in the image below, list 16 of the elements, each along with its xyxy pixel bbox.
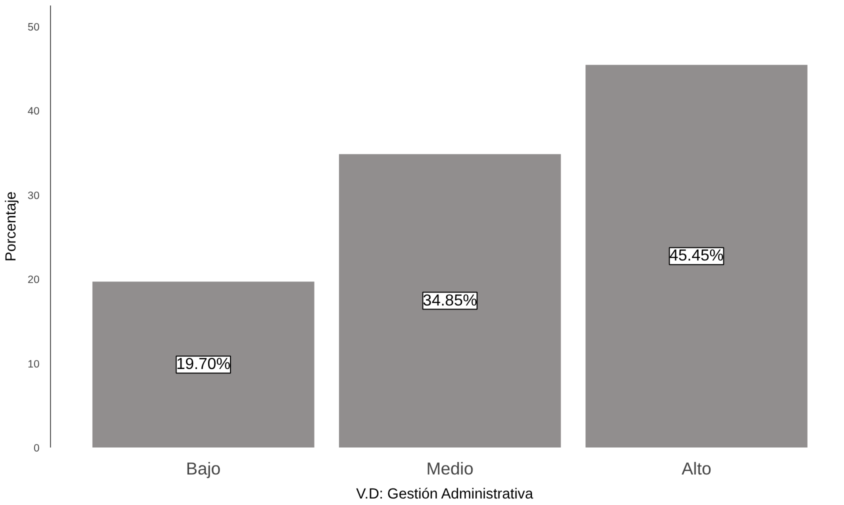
- y-tick-label: 10: [28, 358, 40, 370]
- x-tick-label: Alto: [682, 458, 712, 478]
- data-label: 19.70%: [176, 356, 230, 374]
- data-label: 34.85%: [422, 292, 478, 310]
- y-axis-title: Porcentaje: [4, 191, 20, 262]
- y-tick-label: 30: [28, 190, 40, 202]
- x-tick-label: Bajo: [186, 458, 221, 478]
- y-tick-label: 40: [28, 106, 40, 118]
- y-tick-label: 20: [28, 274, 40, 286]
- x-axis-title: V.D: Gestión Administrativa: [356, 486, 534, 502]
- y-tick-label: 0: [34, 442, 40, 454]
- bar: [586, 64, 808, 448]
- bar: [338, 154, 561, 448]
- bar: [92, 282, 314, 448]
- y-tick-label: 50: [28, 22, 40, 34]
- x-tick-label: Medio: [426, 458, 474, 478]
